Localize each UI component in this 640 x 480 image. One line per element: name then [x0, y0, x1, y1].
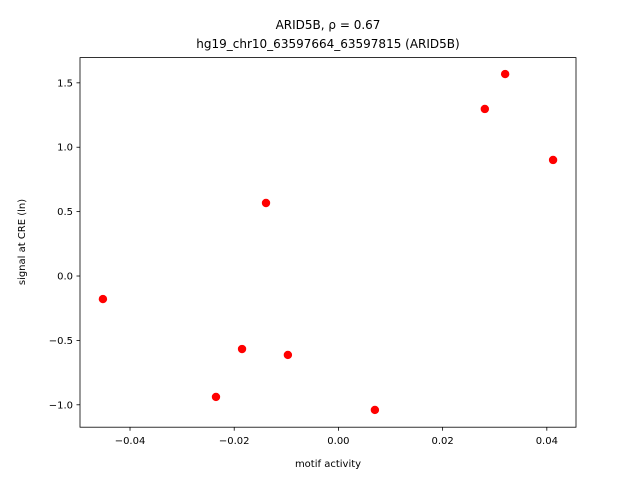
point: [211, 392, 221, 402]
point: [548, 155, 558, 165]
y-tick-label: 0.5: [57, 207, 73, 218]
x-tick-label: 0.04: [536, 436, 558, 447]
point: [98, 294, 108, 304]
y-axis-label: signal at CRE (ln): [17, 199, 28, 285]
y-tick-label: −0.5: [49, 336, 73, 347]
y-tick-label: −1.0: [49, 400, 73, 411]
point: [261, 198, 271, 208]
point: [283, 350, 293, 360]
x-axis-label: motif activity: [295, 459, 361, 470]
x-tick-label: 0.02: [431, 436, 453, 447]
x-tick-label: −0.04: [115, 436, 146, 447]
plot-frame: [79, 57, 577, 428]
point: [500, 69, 510, 79]
chart-title: ARID5B, ρ = 0.67: [276, 18, 381, 32]
y-tick-label: 1.0: [57, 143, 73, 154]
y-tick-label: 0.0: [57, 272, 73, 283]
point: [370, 405, 380, 415]
y-tick-label: 1.5: [57, 78, 73, 89]
x-tick-label: 0.00: [327, 436, 349, 447]
chart-subtitle: hg19_chr10_63597664_63597815 (ARID5B): [196, 37, 459, 51]
point: [237, 344, 247, 354]
x-tick-label: −0.02: [219, 436, 250, 447]
point: [480, 104, 490, 114]
